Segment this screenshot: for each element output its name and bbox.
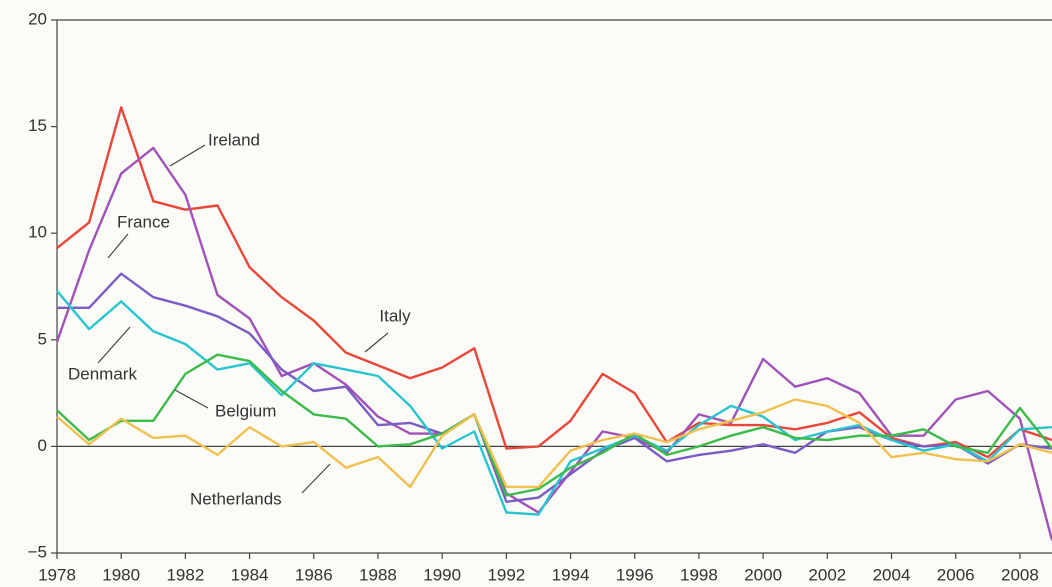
x-tick-label: 1988 [359,565,397,584]
annotation-leader [301,463,331,494]
x-tick-label: 2004 [873,565,911,584]
series-line [56,398,1052,489]
y-tick-label: 5 [38,329,47,348]
x-tick-label: 1990 [423,565,461,584]
annotation-leader [97,326,131,364]
series-annotation: France [117,212,170,231]
series-annotation: Denmark [68,364,137,383]
annotation-leader [364,332,389,353]
series-line [56,290,1052,516]
series-annotation: Netherlands [190,489,282,508]
x-tick-label: 2008 [1001,565,1039,584]
x-tick-label: 2000 [744,565,782,584]
x-tick-label: 1994 [552,565,590,584]
y-tick-label: 0 [38,436,47,455]
x-tick-label: 1996 [616,565,654,584]
x-tick-label: 1982 [166,565,204,584]
y-tick-label: 20 [28,9,47,28]
x-tick-label: 1986 [295,565,333,584]
series-line [55,146,1052,541]
x-tick-label: 1978 [38,565,76,584]
series-line [56,106,1052,459]
series-annotation: Italy [379,306,411,325]
x-tick-label: 1992 [487,565,525,584]
y-tick-label: 10 [28,223,47,242]
series-line [56,353,1052,497]
annotation-leader [107,233,129,259]
x-tick-label: 2002 [808,565,846,584]
annotation-leader [169,144,206,167]
x-tick-label: 1998 [680,565,718,584]
y-tick-label: −5 [28,542,47,561]
y-tick-label: 15 [28,116,47,135]
series-annotation: Ireland [208,130,260,149]
annotation-leader [174,389,209,409]
x-tick-label: 2006 [937,565,975,584]
x-tick-label: 1980 [102,565,140,584]
x-tick-label: 1984 [231,565,269,584]
series-annotation: Belgium [215,401,276,420]
